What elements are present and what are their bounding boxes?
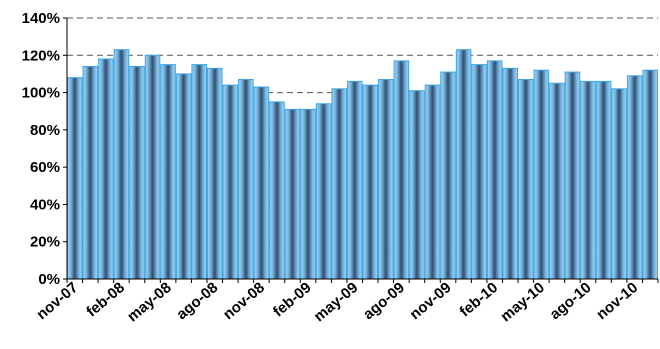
y-axis-ticks: 0% 20% 40% 60% 80% 100% 120% 140%: [22, 10, 67, 288]
bar-feb-10: [487, 61, 502, 279]
bar-feb-09: [301, 109, 316, 279]
bar-mar-10: [503, 68, 518, 279]
bar-abr-09: [332, 89, 347, 279]
bar-feb-08: [114, 50, 129, 279]
x-tick-label: ago-09: [360, 279, 408, 323]
bar-ago-08: [207, 68, 222, 279]
bar-abr-10: [519, 80, 534, 279]
x-tick-label: feb-10: [456, 279, 501, 320]
x-tick-label: nov-10: [593, 279, 641, 323]
bar-jul-10: [565, 72, 580, 279]
y-tick-label: 60%: [30, 159, 60, 176]
x-tick-label: feb-09: [270, 279, 315, 320]
bar-ene-08: [99, 59, 114, 279]
x-tick-label: ago-08: [173, 279, 221, 323]
bar-mar-08: [130, 66, 145, 279]
bar-nov-09: [441, 72, 456, 279]
bar-mar-09: [316, 104, 331, 279]
bar-nov-07: [68, 78, 83, 279]
bar-may-08: [161, 65, 176, 279]
bar-jun-09: [363, 85, 378, 279]
bar-sep-10: [596, 81, 611, 279]
y-tick-label: 100%: [22, 85, 60, 102]
y-tick-label: 40%: [30, 196, 60, 213]
bar-may-09: [347, 81, 362, 279]
x-tick-label: nov-09: [407, 279, 455, 323]
bar-jun-10: [550, 83, 565, 279]
x-tick-label: feb-08: [83, 279, 128, 320]
bars: [68, 50, 658, 279]
bar-oct-08: [239, 80, 254, 279]
bar-oct-10: [612, 89, 627, 279]
x-tick-label: may-08: [124, 279, 175, 325]
bar-sep-08: [223, 85, 238, 279]
bar-jun-08: [176, 74, 191, 279]
bar-ago-10: [581, 81, 596, 279]
bar-oct-09: [425, 85, 440, 279]
x-tick-label: ago-10: [547, 279, 595, 323]
y-tick-label: 0%: [38, 271, 60, 288]
bar-dic-07: [83, 66, 98, 279]
bar-may-10: [534, 70, 549, 279]
bar-nov-10: [627, 76, 642, 279]
bar-jul-08: [192, 65, 207, 279]
y-tick-label: 80%: [30, 122, 60, 139]
y-tick-label: 140%: [22, 10, 60, 27]
x-tick-label: may-09: [311, 279, 362, 325]
bar-sep-09: [410, 91, 425, 279]
bar-nov-08: [254, 87, 269, 279]
y-tick-label: 20%: [30, 234, 60, 251]
bar-dic-10: [643, 70, 658, 279]
bar-ene-10: [472, 65, 487, 279]
bar-abr-08: [145, 55, 160, 279]
bar-dic-09: [456, 50, 471, 279]
bar-dic-08: [270, 102, 285, 279]
bar-ago-09: [394, 61, 409, 279]
bar-jul-09: [379, 80, 394, 279]
x-tick-label: may-10: [497, 279, 548, 325]
y-tick-label: 120%: [22, 47, 60, 64]
bar-ene-09: [285, 109, 300, 279]
x-tick-label: nov-08: [220, 279, 268, 323]
